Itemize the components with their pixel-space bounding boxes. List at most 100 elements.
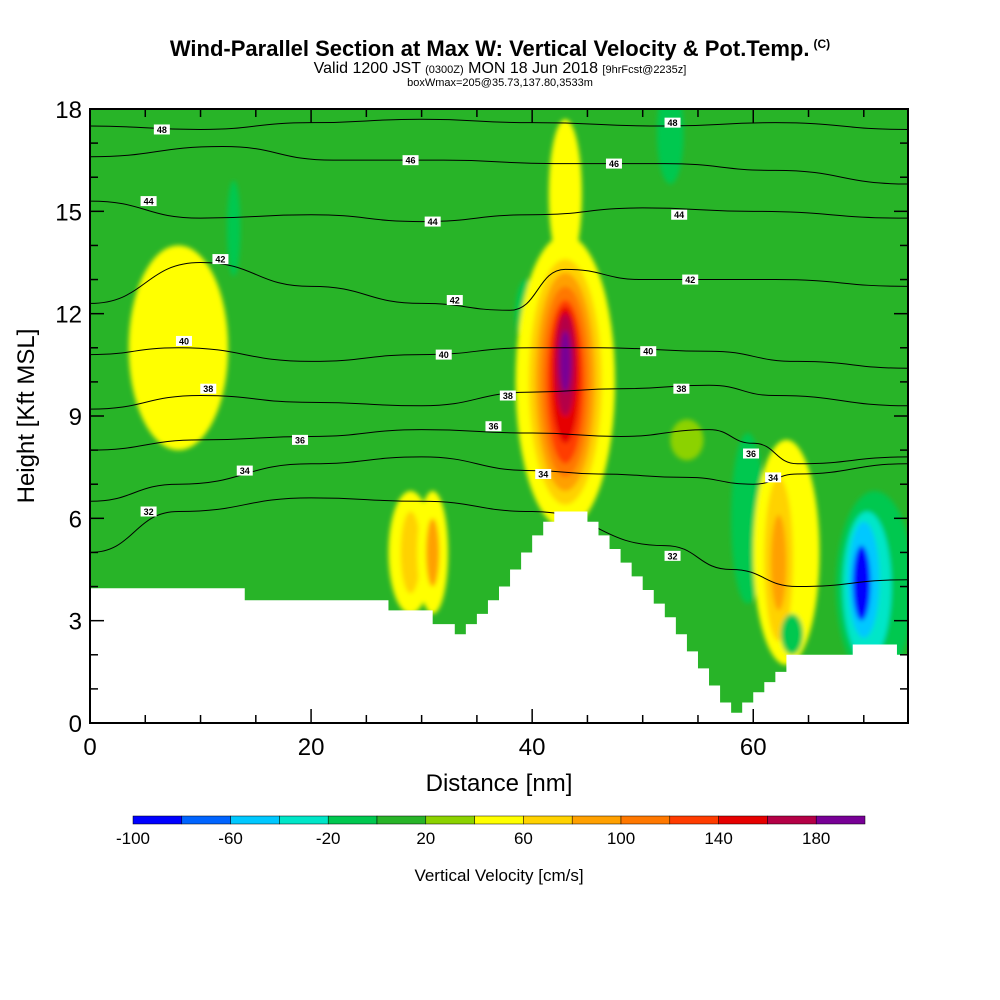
contour-label-bg	[535, 468, 552, 479]
terrain-mask	[90, 511, 908, 723]
contour-label-bg	[743, 448, 760, 459]
y-tick-label: 15	[55, 199, 82, 226]
contour-label-13: 40	[640, 346, 657, 357]
contour-label-text: 44	[674, 210, 684, 220]
velocity-cell-23	[780, 613, 803, 655]
colorbar-tick-label: -60	[218, 829, 243, 848]
plot-area: 32 32 34 34 34 36 36 36 38 38 38 40 40 40 42 42 42 44 44 44…	[90, 109, 908, 723]
isentrope-contours	[90, 118, 908, 588]
isentrope-44	[90, 200, 908, 223]
contour-label-text: 40	[643, 347, 653, 357]
contour-label-1: 32	[664, 550, 681, 561]
contour-label-bg	[682, 274, 699, 285]
contour-label-bg	[446, 295, 463, 306]
contour-label-text: 42	[685, 275, 695, 285]
chart-title-text: Wind-Parallel Section at Max W: Vertical…	[169, 36, 810, 61]
colorbar-tick-label: -20	[316, 829, 341, 848]
contour-label-bg	[424, 216, 441, 227]
x-tick-label: 60	[740, 734, 767, 761]
contour-label-15: 42	[446, 295, 463, 306]
velocity-cell-8	[548, 119, 582, 270]
velocity-cell-18	[559, 330, 571, 393]
contour-label-bg	[200, 383, 217, 394]
colorbar-label: Vertical Velocity [cm/s]	[414, 866, 583, 885]
contour-label-6: 36	[485, 421, 502, 432]
contour-label-bg	[605, 158, 622, 169]
colorbar-tick-label: -100	[116, 829, 150, 848]
contour-label-bg	[435, 349, 452, 360]
colorbar-swatch-11	[669, 815, 719, 825]
contour-label-9: 38	[499, 390, 516, 401]
valid-time-utc: (0300Z)	[425, 64, 464, 76]
x-tick-label: 40	[519, 734, 546, 761]
isentrope-46	[90, 146, 908, 185]
colorbar-swatch-0	[132, 815, 183, 825]
chart-subsubtitle: boxWmax=205@35.73,137.80,3533m	[407, 77, 593, 89]
contour-label-bg	[292, 434, 309, 445]
contour-label-2: 34	[236, 465, 253, 476]
y-tick-label: 12	[55, 302, 82, 329]
contour-label-bg	[673, 383, 690, 394]
chart-title: Wind-Parallel Section at Max W: Vertical…	[0, 36, 1000, 62]
contour-label-text: 42	[450, 296, 460, 306]
velocity-cells	[128, 109, 908, 683]
contour-label-text: 36	[746, 449, 756, 459]
contour-label-text: 48	[157, 125, 167, 135]
contour-label-bg	[153, 124, 170, 135]
colorbar-swatch-14	[815, 815, 866, 825]
contour-label-text: 32	[668, 551, 678, 561]
contour-label-text: 36	[295, 435, 305, 445]
contour-label-23: 48	[664, 117, 681, 128]
contour-label-text: 34	[768, 473, 778, 483]
contour-label-bg	[175, 335, 192, 346]
velocity-cell-10	[670, 419, 704, 461]
contour-label-text: 40	[439, 350, 449, 360]
contour-label-bg	[640, 346, 657, 357]
velocity-cell-27	[852, 545, 871, 621]
y-tick-label: 18	[55, 97, 82, 124]
forecast-info: [9hrFcst@2235z]	[602, 64, 687, 76]
contour-labels: 32 32 34 34 34 36 36 36 38 38 38 40 40 40 42 42 42 44 44 44…	[140, 117, 782, 561]
contour-label-bg	[499, 390, 516, 401]
contour-label-0: 32	[140, 506, 157, 517]
y-tick-label: 9	[69, 404, 82, 431]
contour-label-22: 48	[153, 124, 170, 135]
y-tick-label: 6	[69, 506, 82, 533]
colorbar-swatch-13	[767, 815, 817, 825]
contour-label-4: 34	[765, 472, 782, 483]
contour-label-text: 44	[144, 197, 154, 207]
contour-label-7: 36	[743, 448, 760, 459]
contour-label-text: 36	[488, 422, 498, 432]
isentrope-40	[90, 347, 908, 369]
contour-label-18: 44	[424, 216, 441, 227]
colorbar-swatch-8	[523, 815, 573, 825]
colorbar-swatch-9	[571, 815, 622, 825]
contour-label-14: 42	[212, 254, 229, 265]
contour-label-bg	[671, 209, 688, 220]
contour-label-bg	[140, 196, 157, 207]
contour-label-text: 42	[215, 255, 225, 265]
velocity-cell-22	[770, 514, 787, 611]
isentrope-36	[90, 429, 908, 465]
contour-label-text: 32	[144, 507, 154, 517]
contour-label-text: 38	[503, 391, 513, 401]
colorbar-swatch-7	[474, 815, 524, 825]
x-tick-label: 0	[83, 734, 96, 761]
valid-time-prefix: Valid 1200 JST	[313, 60, 421, 77]
contour-label-bg	[212, 254, 229, 265]
colorbar-tick-label: 20	[416, 829, 435, 848]
isentrope-32	[90, 497, 908, 588]
contour-label-12: 40	[435, 349, 452, 360]
contour-label-bg	[765, 472, 782, 483]
copyright-mark: (C)	[813, 36, 831, 51]
colorbar-swatch-5	[376, 815, 427, 825]
valid-date: MON 18 Jun 2018	[468, 60, 598, 77]
colorbar-tick-label: 60	[514, 829, 533, 848]
velocity-cell-9	[657, 109, 684, 185]
contour-label-text: 46	[609, 159, 619, 169]
x-tick-label: 20	[298, 734, 325, 761]
contour-label-text: 34	[538, 469, 548, 479]
colorbar-swatch-2	[230, 815, 280, 825]
colorbar-tick-label: 140	[704, 829, 732, 848]
